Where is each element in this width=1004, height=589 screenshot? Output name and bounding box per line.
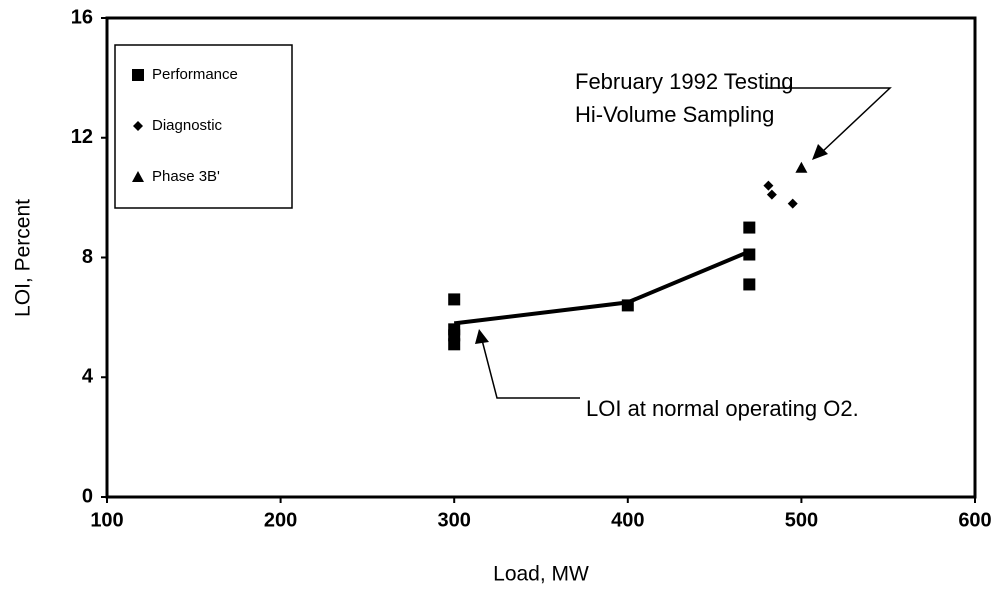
y-tick-label: 0 [82,485,93,507]
legend-marker [132,69,144,81]
legend-marker [132,171,144,182]
legend-label: Phase 3B' [152,168,220,185]
marker-triangle [795,161,808,173]
legend-label: Performance [152,66,238,83]
fit-line [453,249,751,326]
marker-square [743,221,756,234]
marker-square [448,338,461,351]
x-tick-label: 300 [438,509,471,531]
marker-square [743,248,756,261]
legend-marker [133,121,143,131]
y-tick-label: 16 [71,6,93,28]
marker-diamond [766,189,777,200]
annotation-arrow [481,339,580,399]
y-tick-label: 12 [71,126,93,148]
marker-square [743,278,756,291]
marker-diamond [787,198,798,209]
annotation: LOI at normal operating O2. [586,396,859,421]
legend-label: Diagnostic [152,117,223,134]
x-tick-label: 200 [264,509,297,531]
marker-square [448,293,461,306]
x-tick-label: 400 [611,509,644,531]
x-tick-label: 100 [90,509,123,531]
annotation: February 1992 Testing [575,69,794,94]
marker-diamond [763,180,774,191]
arrowhead [812,144,828,160]
annotation-arrow [765,87,892,153]
marker-square [621,299,634,312]
x-axis-label: Load, MW [493,563,589,586]
annotation: Hi-Volume Sampling [575,102,774,127]
y-axis-label: LOI, Percent [12,199,35,317]
y-tick-label: 8 [82,246,93,268]
y-tick-label: 4 [82,366,94,388]
legend-box [114,44,293,209]
arrowhead [475,329,489,344]
x-tick-label: 500 [785,509,818,531]
x-tick-label: 600 [958,509,991,531]
